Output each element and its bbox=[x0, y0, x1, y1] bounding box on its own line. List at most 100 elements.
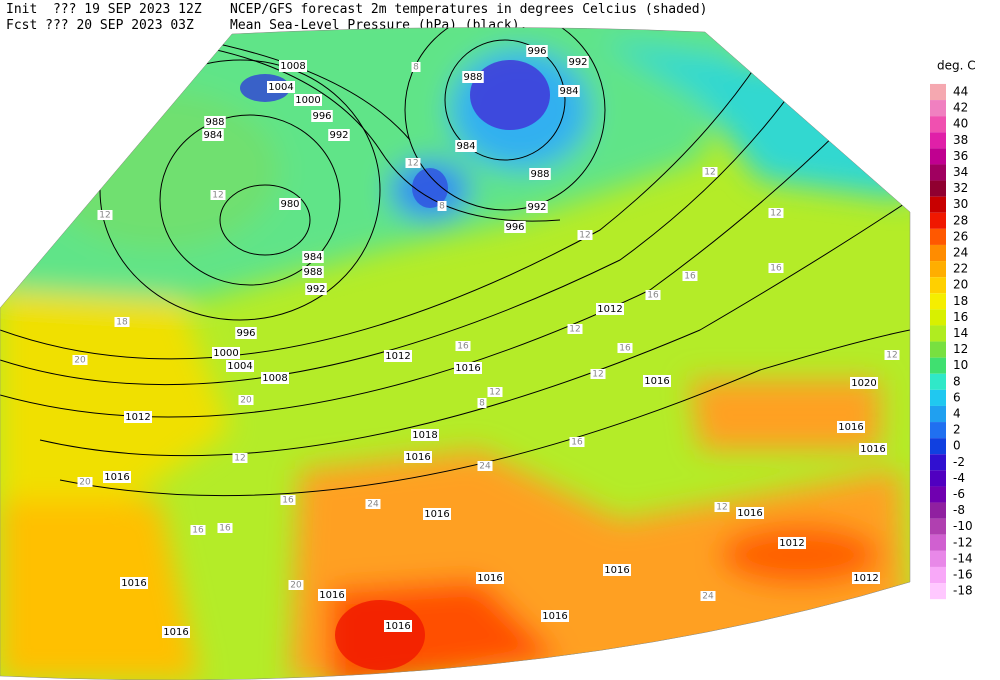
isobar-label-box bbox=[526, 45, 548, 57]
legend-swatch bbox=[930, 438, 946, 455]
isobar-label-box bbox=[212, 347, 240, 359]
isobar-label-box bbox=[294, 94, 322, 106]
temperature-label-box bbox=[217, 523, 233, 533]
temperature-label-box bbox=[714, 502, 730, 512]
legend-label: 20 bbox=[953, 278, 968, 292]
isobar-label: 1016 bbox=[542, 611, 567, 622]
temperature-label: 20 bbox=[290, 581, 302, 591]
legend-swatch bbox=[930, 100, 946, 117]
legend-swatch bbox=[930, 502, 946, 519]
legend-label: 14 bbox=[953, 326, 968, 340]
isobar-label: 1012 bbox=[597, 304, 622, 315]
temperature-label: 12 bbox=[234, 454, 245, 464]
isobar-label-box bbox=[778, 537, 806, 549]
temperature-label: 12 bbox=[592, 370, 603, 380]
isobar-label: 1016 bbox=[405, 452, 430, 463]
legend-swatch bbox=[930, 293, 946, 310]
isobar-label: 992 bbox=[568, 57, 587, 68]
legend-label: 24 bbox=[953, 246, 968, 260]
legend-label: 22 bbox=[953, 262, 968, 276]
isobar-label-box bbox=[423, 508, 451, 520]
temperature-label: 20 bbox=[74, 356, 86, 366]
isobar-label-box bbox=[476, 572, 504, 584]
legend-swatch bbox=[930, 116, 946, 133]
temperature-label: 18 bbox=[116, 318, 128, 328]
isobar-label-box bbox=[384, 350, 412, 362]
legend-swatch bbox=[930, 196, 946, 213]
legend-label: 18 bbox=[953, 294, 968, 308]
legend-swatch bbox=[930, 534, 946, 551]
isobar-label: 996 bbox=[527, 46, 546, 57]
isobar-label-box bbox=[328, 129, 350, 141]
isobar-label: 988 bbox=[530, 169, 549, 180]
legend-label: -18 bbox=[953, 584, 973, 598]
isobar-label: 1016 bbox=[455, 363, 480, 374]
isobar-label-box bbox=[124, 411, 152, 423]
temperature-label: 12 bbox=[886, 351, 897, 361]
legend-swatch bbox=[930, 341, 946, 358]
legend-swatch bbox=[930, 518, 946, 535]
isobar-label: 988 bbox=[205, 117, 224, 128]
temperature-label-box bbox=[97, 210, 113, 220]
temperature-label-box bbox=[232, 453, 248, 463]
legend-swatch bbox=[930, 228, 946, 245]
isobar-label-box bbox=[859, 443, 887, 455]
isobar-label: 984 bbox=[559, 86, 578, 97]
legend-label: 10 bbox=[953, 358, 968, 372]
temperature-label-box bbox=[702, 167, 718, 177]
temperature-label: 16 bbox=[571, 438, 583, 448]
temperature-label: 16 bbox=[684, 272, 696, 282]
temperature-label-box bbox=[280, 495, 296, 505]
temperature-label: 16 bbox=[219, 524, 231, 534]
temperature-label-box bbox=[114, 317, 130, 327]
temperature-label: 24 bbox=[367, 500, 379, 510]
isobar-label-box bbox=[541, 610, 569, 622]
isobar-label-box bbox=[454, 362, 482, 374]
isobar-label: 1016 bbox=[644, 376, 669, 387]
map-frame bbox=[0, 27, 911, 680]
legend-label: -6 bbox=[953, 487, 965, 501]
isobar-label-box bbox=[643, 375, 671, 387]
isobar-label-box bbox=[837, 421, 865, 433]
temperature-label: 8 bbox=[479, 399, 485, 409]
legend-label: -10 bbox=[953, 519, 973, 533]
isobar-label-box bbox=[526, 201, 548, 213]
legend-swatch bbox=[930, 180, 946, 197]
isobar-label: 996 bbox=[505, 222, 524, 233]
legend-swatch bbox=[930, 325, 946, 342]
temperature-label-box bbox=[682, 271, 698, 281]
legend-label: 28 bbox=[953, 213, 968, 227]
temperature-label-box bbox=[477, 398, 487, 408]
legend-label: 0 bbox=[953, 439, 961, 453]
isobar-label-box bbox=[504, 221, 526, 233]
temperature-label-box bbox=[768, 208, 784, 218]
isobar-label: 980 bbox=[280, 199, 299, 210]
isobar-label-box bbox=[279, 198, 301, 210]
isobar-label: 1016 bbox=[319, 590, 344, 601]
temperature-label-box bbox=[700, 591, 716, 601]
legend-swatch bbox=[930, 470, 946, 487]
isobar-label: 984 bbox=[203, 130, 222, 141]
temperature-label: 8 bbox=[439, 202, 445, 212]
legend-swatch bbox=[930, 454, 946, 471]
isobar-label: 992 bbox=[329, 130, 348, 141]
isobar-label: 996 bbox=[236, 328, 255, 339]
isobar-label: 1016 bbox=[424, 509, 449, 520]
isobar-label-box bbox=[567, 56, 589, 68]
isobar-label-box bbox=[279, 60, 307, 72]
isobar-label-box bbox=[267, 81, 295, 93]
legend-swatch bbox=[930, 212, 946, 229]
temperature-label-box bbox=[365, 499, 381, 509]
isobar-label-box bbox=[261, 372, 289, 384]
legend-label: -16 bbox=[953, 568, 973, 582]
legend-swatch bbox=[930, 357, 946, 374]
legend-swatch bbox=[930, 244, 946, 262]
isobar-label: 1012 bbox=[853, 573, 878, 584]
isobar-label: 1016 bbox=[838, 422, 863, 433]
temperature-label-box bbox=[567, 324, 583, 334]
temperature-label-box bbox=[77, 477, 93, 487]
legend-label: -12 bbox=[953, 535, 973, 549]
legend-swatch bbox=[930, 566, 946, 584]
legend-swatch bbox=[930, 164, 946, 181]
temperature-label-box bbox=[884, 350, 900, 360]
